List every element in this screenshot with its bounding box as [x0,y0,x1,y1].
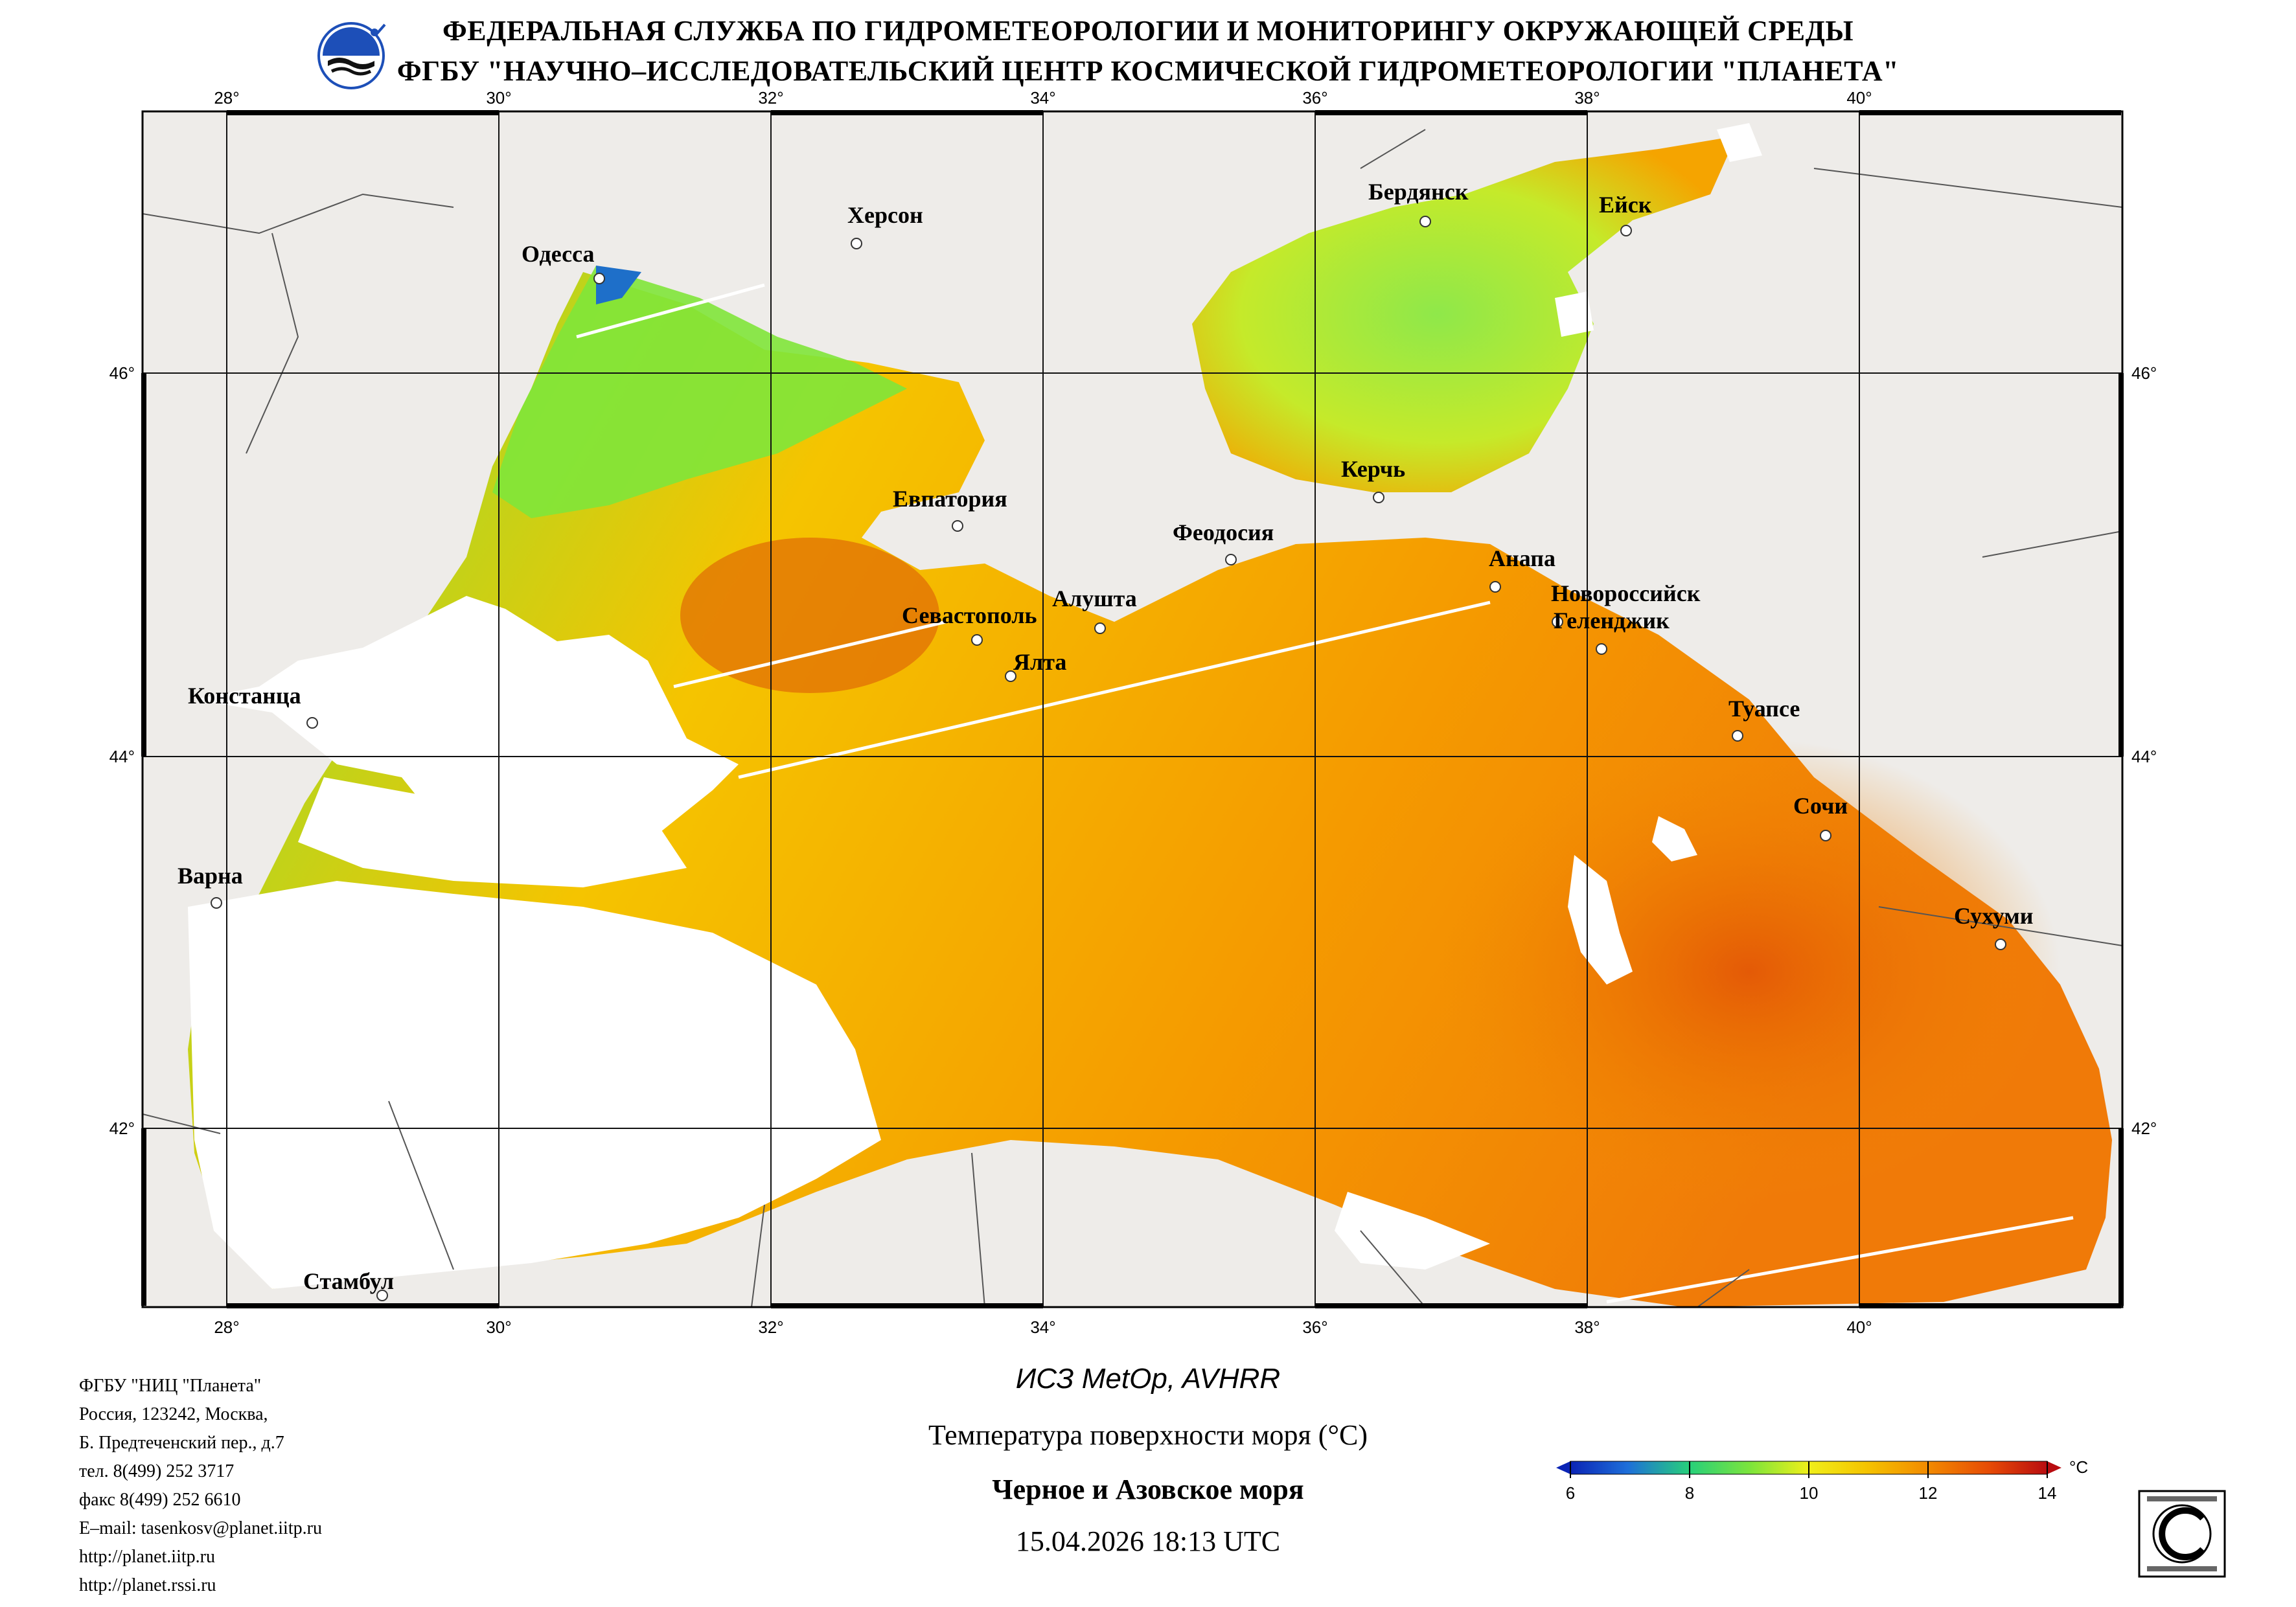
lon-label-top-32: 32° [758,88,783,108]
colorbar-ticks [1570,1461,2048,1478]
border-lines [143,129,2122,1307]
city-label-anapa: Анапа [1489,545,1556,571]
swath-gap-1 [576,283,765,339]
cloud-southwest [188,881,881,1289]
colorbar-tick-10: 10 [1800,1483,1819,1503]
colorbar-tick-14: 14 [2038,1483,2057,1503]
org-website-1[interactable]: http://planet.iitp.ru [79,1547,215,1567]
lon-label-bottom-28: 28° [214,1317,239,1337]
warm-core-east [1438,738,2060,1205]
org-address-2: Б. Предтеченский пер., д.7 [79,1433,284,1453]
sst-colorbar: 6 8 10 12 14 °C [1556,1457,2088,1503]
satellite-title: ИСЗ MetOp, AVHRR [1015,1363,1281,1395]
cloud-west [194,596,739,881]
org-website-2[interactable]: http://planet.rssi.ru [79,1575,216,1595]
city-label-feodosia: Феодосия [1173,519,1274,545]
city-label-istanbul: Стамбул [303,1268,394,1294]
observation-datetime: 15.04.2026 18:13 UTC [1015,1525,1281,1557]
lon-label-top-36: 36° [1302,88,1327,108]
cloud-east-blob [1568,855,1633,985]
frame-side-marks [141,110,2124,1308]
city-label-varna: Варна [178,863,243,889]
city-label-constanta: Констанца [188,683,301,709]
nw-shelf-cool [492,266,907,518]
city-label-berdyansk: Бердянск [1368,179,1469,205]
city-label-kherson: Херсон [847,202,923,228]
city-label-sukhumi: Сухуми [1954,903,2034,929]
lat-label-right-42: 42° [2131,1119,2157,1138]
org-fax: факс 8(499) 252 6610 [79,1490,241,1510]
colorbar-tick-8: 8 [1685,1483,1694,1503]
colorbar-tick-12: 12 [1919,1483,1938,1503]
swath-gap-2 [673,620,947,689]
cloud-southwest-2 [298,777,687,887]
header-line-1: ФЕДЕРАЛЬНАЯ СЛУЖБА ПО ГИДРОМЕТЕОРОЛОГИИ … [442,15,1854,47]
city-label-kerch: Керчь [1341,456,1405,482]
lon-label-bottom-36: 36° [1302,1317,1327,1337]
city-label-novorossiysk: Новороссийск [1551,580,1701,606]
colorbar-tick-6: 6 [1566,1483,1575,1503]
colorbar-right-arrow [2047,1461,2061,1474]
swath-gap-4 [1606,1216,2074,1304]
colorbar-unit: °C [2069,1457,2088,1477]
lon-label-bottom-40: 40° [1846,1317,1872,1337]
lat-label-left-42: 42° [109,1119,135,1138]
header-line-2: ФГБУ "НАУЧНО–ИССЛЕДОВАТЕЛЬСКИЙ ЦЕНТР КОС… [396,55,1900,87]
lon-label-top-34: 34° [1030,88,1055,108]
city-label-yeysk: Ейск [1599,192,1652,218]
cloud-south [1335,1192,1490,1270]
city-label-tuapse: Туапсе [1728,696,1800,722]
organization-contacts: ФГБУ "НИЦ "Планета" Россия, 123242, Моск… [79,1372,322,1600]
lon-label-top-28: 28° [214,88,239,108]
city-label-gelendzhik: Геленджик [1554,608,1670,633]
iso-certification-badge [2138,1490,2226,1578]
graticule [143,111,2122,1307]
lon-label-top-30: 30° [486,88,511,108]
city-label-yalta: Ялта [1013,649,1066,675]
azov-sea-sst [1192,136,1736,492]
colorbar-left-arrow [1556,1461,1570,1474]
region-title: Черное и Азовское моря [992,1474,1304,1505]
lon-label-bottom-38: 38° [1574,1317,1600,1337]
org-phone: тел. 8(499) 252 3717 [79,1461,235,1481]
city-markers [211,216,2006,1301]
product-title: Температура поверхности моря (°C) [928,1419,1368,1451]
cloud-azov-ne [1717,123,1762,162]
lat-label-left-46: 46° [109,363,135,383]
city-label-sochi: Сочи [1793,793,1848,819]
planeta-logo [317,22,386,89]
lon-label-bottom-32: 32° [758,1317,783,1337]
lat-label-right-46: 46° [2131,363,2157,383]
swath-gap-3 [738,600,1491,779]
cloud-azov-east [1555,291,1594,337]
city-label-alushta: Алушта [1052,586,1137,611]
warm-core-west [680,538,939,693]
lon-label-top-38: 38° [1574,88,1600,108]
odessa-cold [596,266,641,304]
org-email[interactable]: E–mail: tasenkosv@planet.iitp.ru [79,1518,322,1538]
lon-label-bottom-34: 34° [1030,1317,1055,1337]
city-label-odessa: Одесса [522,241,595,267]
city-label-sevastopol: Севастополь [902,602,1037,628]
lon-label-top-40: 40° [1846,88,1872,108]
lat-label-left-44: 44° [109,747,135,766]
sst-map: 28° 30° 32° 34° 36° 38° 40° 28° 30° 32° … [109,88,2157,1337]
lon-label-bottom-30: 30° [486,1317,511,1337]
lat-label-right-44: 44° [2131,747,2157,766]
city-label-evpatoria: Евпатория [893,486,1007,512]
org-name: ФГБУ "НИЦ "Планета" [79,1376,262,1396]
org-address-1: Россия, 123242, Москва, [79,1404,268,1424]
cloud-east-small [1652,816,1697,861]
